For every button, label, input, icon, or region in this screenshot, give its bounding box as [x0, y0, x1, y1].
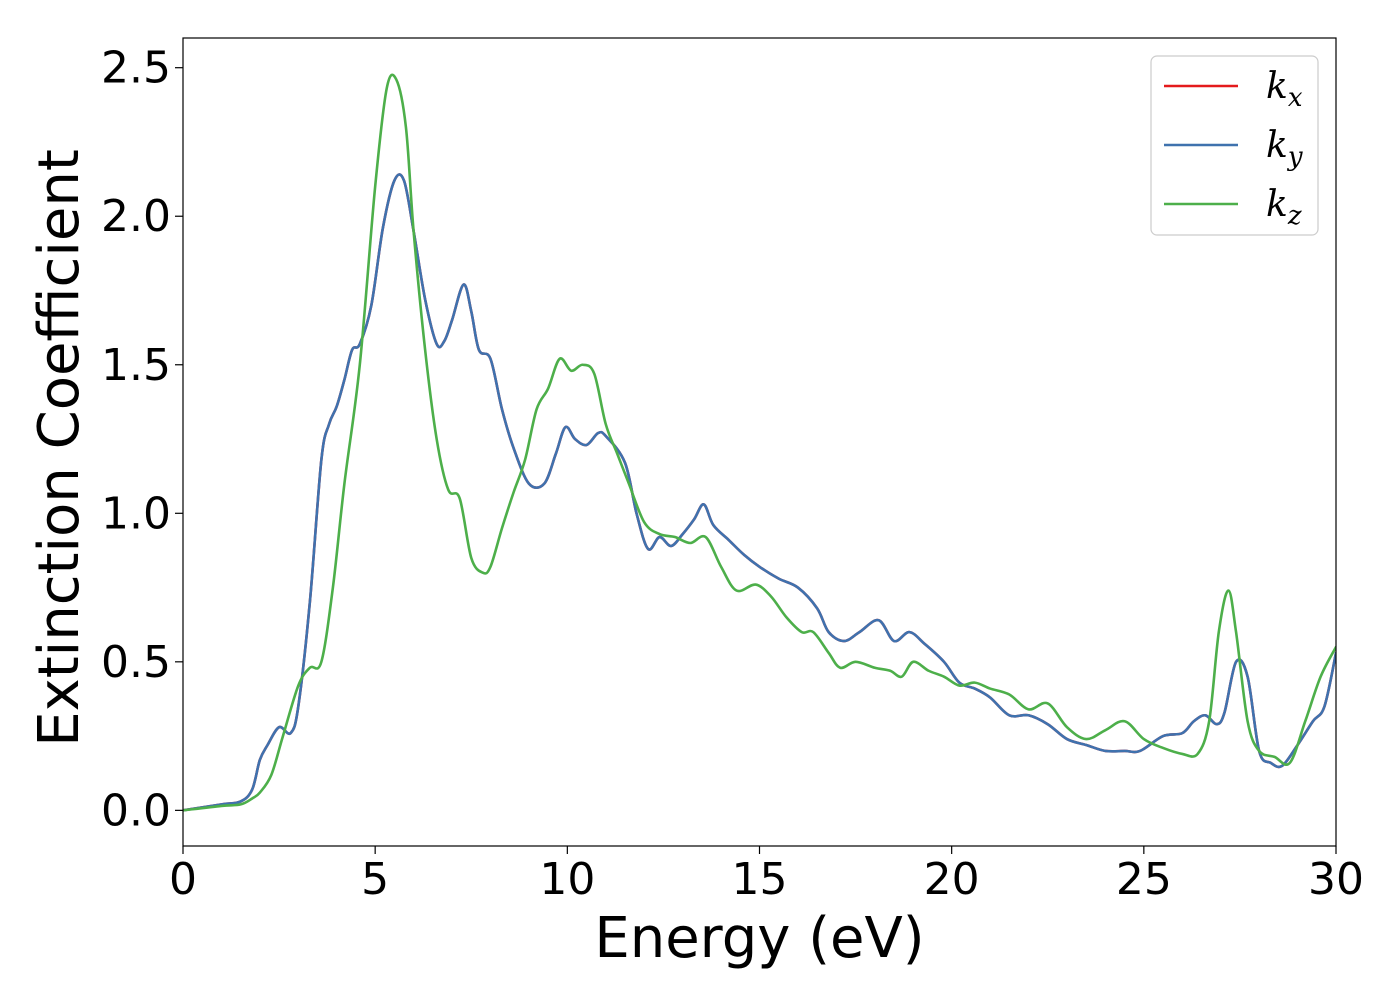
series-line-kz: [183, 73, 1336, 812]
series-line-ky: [183, 173, 1336, 812]
legend: kx ky kz: [1150, 55, 1319, 236]
x-axis-title: Energy (eV): [594, 906, 924, 971]
x-axis: 0 5 10 15 20 25 30: [169, 846, 1364, 905]
x-tick-label: 20: [924, 854, 980, 905]
y-tick-label: 1.5: [101, 340, 171, 391]
x-tick-label: 0: [169, 854, 197, 905]
y-tick-label: 2.0: [101, 191, 171, 242]
x-tick-label: 15: [732, 854, 788, 905]
x-tick-label: 5: [361, 854, 389, 905]
y-tick-label: 2.5: [101, 43, 171, 94]
y-tick-label: 1.0: [101, 488, 171, 539]
y-axis-title: Extinction Coefficient: [27, 149, 92, 747]
legend-label-ky: ky: [1266, 125, 1303, 172]
y-tick-label: 0.5: [101, 637, 171, 688]
series-line-kx: [183, 173, 1336, 812]
x-tick-label: 25: [1116, 854, 1172, 905]
legend-label-kz: kz: [1266, 184, 1302, 231]
plot-area: [183, 73, 1336, 812]
y-axis: 0.0 0.5 1.0 1.5 2.0 2.5: [101, 43, 183, 836]
y-tick-label: 0.0: [101, 785, 171, 836]
x-tick-label: 10: [539, 854, 595, 905]
x-tick-label: 30: [1308, 854, 1364, 905]
legend-label-kx: kx: [1266, 66, 1303, 113]
